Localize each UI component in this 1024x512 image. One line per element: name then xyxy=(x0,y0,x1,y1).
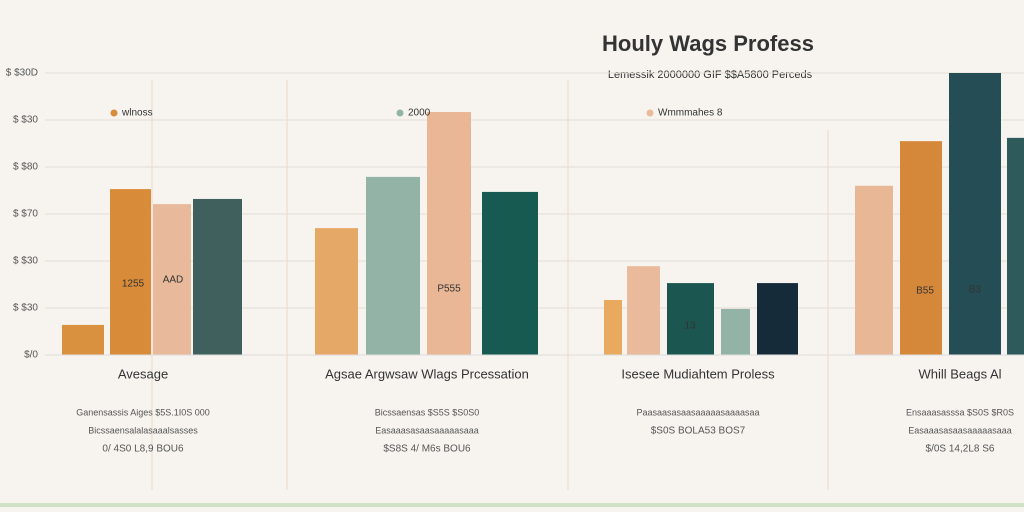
bar xyxy=(482,191,538,355)
bar-annotation: 1255 xyxy=(122,279,145,290)
bar xyxy=(110,189,151,355)
bar xyxy=(193,198,242,355)
bar xyxy=(667,283,714,355)
legend-swatch xyxy=(110,109,118,117)
y-tick-label: $ $80 xyxy=(13,162,38,173)
legend-label: wlnoss xyxy=(121,108,153,119)
bar xyxy=(604,300,622,355)
bar xyxy=(427,112,471,355)
bar xyxy=(1007,137,1024,355)
panel-note: $/0S 14,2L8 S6 xyxy=(926,444,995,455)
bar xyxy=(62,324,104,355)
legend-label: 2000 xyxy=(408,108,431,119)
panel-note: 0/ 4S0 L8,9 BOU6 xyxy=(102,444,184,455)
panel-note: Easaaasasaasaaaaasaaa xyxy=(375,425,479,435)
y-tick-label: $/0 xyxy=(24,350,38,361)
panel-note: Easaaasasaasaaaaasaaa xyxy=(908,425,1012,435)
legend-label: Wmmmahes 8 xyxy=(658,108,723,119)
bar xyxy=(627,266,660,355)
legend-swatch xyxy=(646,109,654,117)
legend-swatch xyxy=(396,109,404,117)
bar xyxy=(315,228,358,355)
bar xyxy=(949,73,1001,355)
bar xyxy=(855,185,893,355)
panel-title: Avesage xyxy=(118,366,168,381)
y-tick-label: $ $30 xyxy=(13,256,38,267)
panel-title: Whill Beags Al xyxy=(918,366,1001,381)
panel-note: $S0S BOLA53 BOS7 xyxy=(651,426,746,437)
bar-annotation: B55 xyxy=(916,286,934,297)
y-tick-label: $ $30 xyxy=(13,115,38,126)
bar-annotation: 13 xyxy=(684,321,696,332)
bar-annotation: AAD xyxy=(163,275,184,286)
panel-title: Isesee Mudiahtem Proless xyxy=(621,366,775,381)
bar xyxy=(900,141,942,355)
bar xyxy=(721,308,750,355)
panel-note: Paasaasasaasaaaaasaaaasaa xyxy=(636,407,759,417)
panel-title: Agsae Argwsaw Wlags Prcessation xyxy=(325,366,529,381)
panel-note: Bicssaensalalasaaalsasses xyxy=(88,425,198,435)
panel-note: $S8S 4/ M6s BOU6 xyxy=(383,444,471,455)
title: Houly Wags Profess xyxy=(602,31,814,56)
y-tick-label: $ $70 xyxy=(13,209,38,220)
bar xyxy=(153,204,191,355)
panel-note: Ganensassis Aiges $5S.1I0S 000 xyxy=(76,407,210,417)
subtitle: Lemessik 2000000 GIF $$A5800 Perceds xyxy=(608,69,813,81)
y-tick-label: $ $30 xyxy=(13,303,38,314)
panel-note: Ensaaasasssa $S0S $R0S xyxy=(906,407,1014,417)
bar xyxy=(366,176,420,355)
panel-note: Bicssaensas $S5S $S0S0 xyxy=(375,407,480,417)
bar-annotation: P555 xyxy=(437,284,461,295)
y-tick-label: $ $30D xyxy=(6,68,38,79)
bar-annotation: B3 xyxy=(969,285,982,296)
bar xyxy=(757,283,798,355)
